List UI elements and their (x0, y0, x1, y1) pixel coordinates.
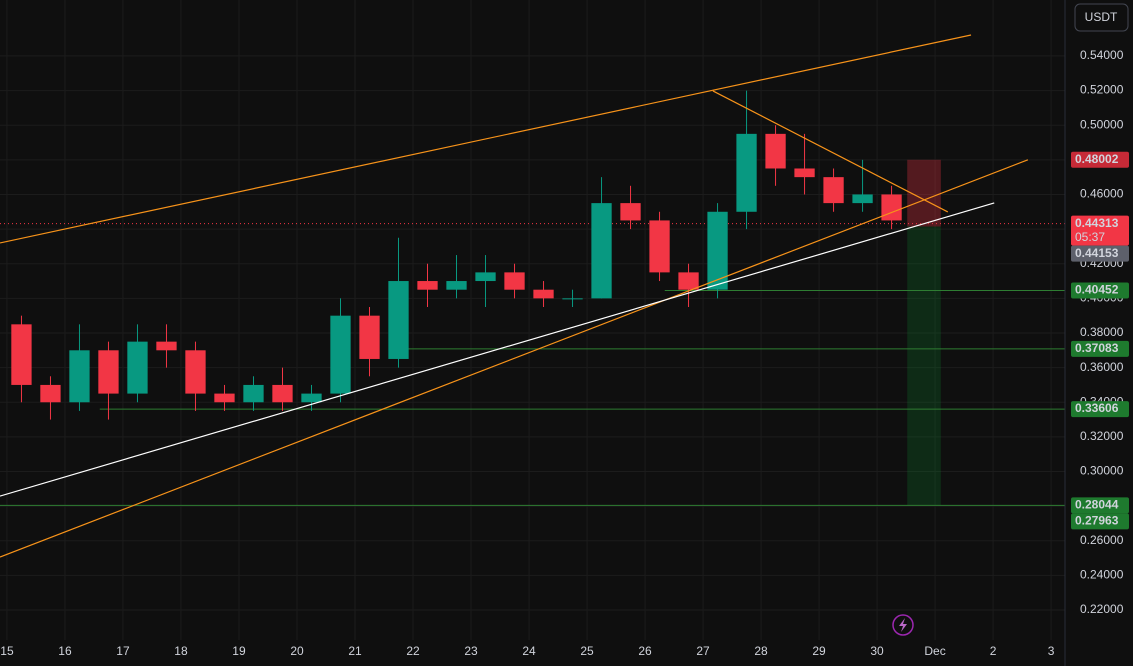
x-tick-label: 2 (990, 644, 997, 658)
price-label-bg (1071, 497, 1129, 514)
candle-body (649, 220, 670, 273)
candle-body (214, 393, 235, 403)
price-label: 0.28044 (1075, 498, 1119, 512)
trend-line (0, 202, 995, 497)
lightning-icon[interactable] (892, 614, 914, 636)
price-label: 0.27963 (1075, 514, 1119, 528)
currency-button[interactable] (1074, 3, 1129, 32)
candle-body (620, 203, 641, 221)
price-label: 0.44313 (1075, 216, 1119, 230)
trend-line (0, 34, 972, 244)
price-label-bg (1071, 151, 1129, 168)
price-label-bg (1071, 513, 1129, 530)
x-tick-label: 15 (0, 644, 14, 658)
candle-body (359, 315, 380, 359)
candle-body (707, 211, 728, 290)
lightning-glyph (899, 618, 907, 632)
candle-body (504, 272, 525, 290)
candle-body (736, 133, 757, 212)
x-tick-label: 19 (232, 644, 246, 658)
x-tick-label: 28 (754, 644, 768, 658)
stop-zone (907, 159, 941, 227)
y-tick-label: 0.46000 (1080, 187, 1124, 201)
x-tick-label: 26 (638, 644, 652, 658)
y-tick-label: 0.32000 (1080, 429, 1124, 443)
y-tick-label: 0.50000 (1080, 117, 1124, 131)
candle-body (11, 324, 32, 385)
candle-body (156, 341, 177, 351)
price-label-bg (1071, 215, 1129, 246)
candle-body (98, 350, 119, 394)
candle-body (475, 272, 496, 282)
x-tick-label: 23 (464, 644, 478, 658)
x-tick-label: 18 (174, 644, 188, 658)
y-tick-label: 0.24000 (1080, 568, 1124, 582)
x-tick-label: 29 (812, 644, 826, 658)
price-label-bg (1071, 340, 1129, 357)
candle-body (185, 350, 206, 394)
y-tick-label: 0.22000 (1080, 602, 1124, 616)
candle-body (678, 272, 699, 290)
y-tick-label: 0.36000 (1080, 360, 1124, 374)
candle-body (40, 384, 61, 403)
x-tick-label: 20 (290, 644, 304, 658)
candle-body (533, 289, 554, 299)
candle-body (446, 281, 467, 290)
price-label: 0.40452 (1075, 283, 1119, 297)
x-tick-label: 22 (406, 644, 420, 658)
candle-body (794, 168, 815, 178)
price-label: 0.33606 (1075, 401, 1119, 415)
plot (0, 0, 1066, 666)
price-countdown: 05:37 (1075, 230, 1105, 244)
x-tick-label: 30 (870, 644, 884, 658)
currency-label: USDT (1085, 10, 1118, 24)
x-tick-label: 16 (58, 644, 72, 658)
candle-body (127, 341, 148, 394)
trend-line (712, 90, 949, 213)
price-label: 0.48002 (1075, 152, 1119, 166)
x-tick-label: 21 (348, 644, 362, 658)
y-tick-label: 0.26000 (1080, 533, 1124, 547)
price-label-bg (1071, 401, 1129, 418)
candle-body (272, 384, 293, 403)
candle-body (388, 281, 409, 359)
price-label: 0.37083 (1075, 341, 1119, 355)
x-tick-label: 3 (1048, 644, 1055, 658)
x-tick-label: 25 (580, 644, 594, 658)
candle-body (330, 315, 351, 394)
y-tick-label: 0.52000 (1080, 83, 1124, 97)
price-label: 0.44153 (1075, 246, 1119, 260)
target-zone (907, 226, 941, 506)
candle-body (765, 133, 786, 169)
x-tick-label: 24 (522, 644, 536, 658)
candle-body (417, 281, 438, 290)
candle-body (881, 194, 902, 221)
x-tick-label: 17 (116, 644, 130, 658)
y-tick-label: 0.54000 (1080, 48, 1124, 62)
overlay: 0.220000.240000.260000.280000.300000.320… (0, 48, 1129, 658)
y-tick-label: 0.38000 (1080, 325, 1124, 339)
candle-body (823, 177, 844, 204)
candle-body (69, 350, 90, 403)
y-tick-label: 0.30000 (1080, 464, 1124, 478)
candle-body (243, 384, 264, 403)
price-label-bg (1071, 245, 1129, 262)
x-tick-label: 27 (696, 644, 710, 658)
candle-body (562, 298, 583, 300)
candle-body (591, 203, 612, 299)
trend-line (0, 159, 1029, 558)
candle-body (852, 194, 873, 204)
candle-body (301, 393, 322, 403)
x-tick-label: Dec (924, 644, 945, 658)
price-label-bg (1071, 282, 1129, 299)
